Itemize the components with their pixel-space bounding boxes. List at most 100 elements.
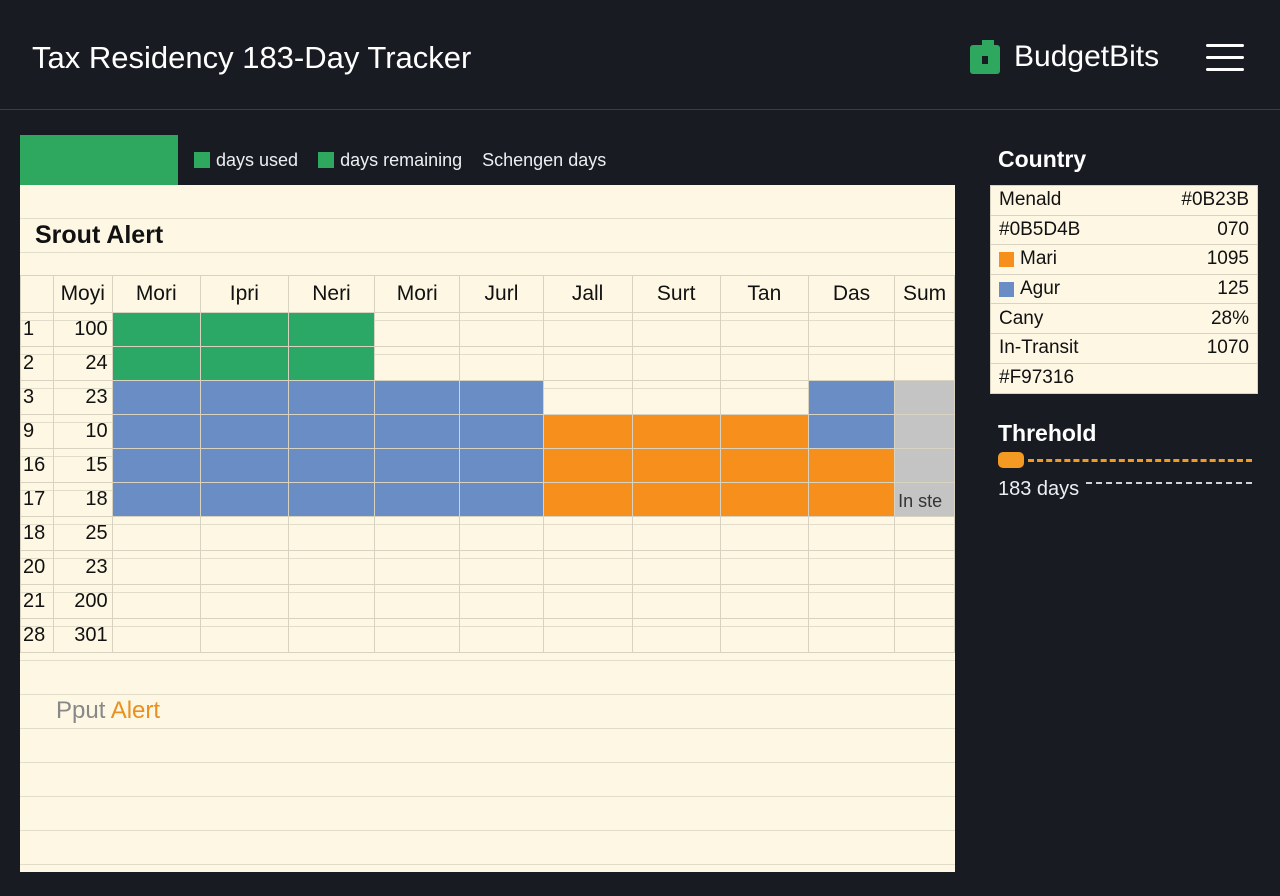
row-value[interactable]: 25 (52, 516, 113, 551)
grid-cell[interactable] (542, 448, 633, 483)
legend-item-days-remaining[interactable]: days remaining (318, 150, 462, 171)
grid-cell[interactable] (287, 414, 376, 449)
grid-cell[interactable] (807, 346, 896, 381)
grid-cell[interactable] (287, 618, 376, 653)
grid-cell[interactable] (807, 414, 896, 449)
grid-cell[interactable] (459, 482, 544, 517)
grid-cell[interactable] (807, 380, 896, 415)
grid-cell[interactable] (287, 584, 376, 619)
grid-cell[interactable] (542, 618, 633, 653)
grid-cell[interactable] (542, 516, 633, 551)
grid-cell[interactable] (374, 312, 461, 347)
country-row[interactable]: In-Transit 1070 (991, 334, 1257, 364)
grid-cell[interactable] (111, 618, 201, 653)
country-row[interactable]: #0B5D4B 070 (991, 216, 1257, 246)
grid-cell[interactable] (199, 380, 289, 415)
grid-cell[interactable] (631, 414, 721, 449)
row-value[interactable]: 10 (52, 414, 113, 449)
grid-cell[interactable] (459, 380, 544, 415)
grid-cell[interactable] (111, 414, 201, 449)
column-header[interactable]: Sum (894, 275, 955, 313)
grid-cell[interactable] (199, 482, 289, 517)
grid-cell[interactable] (719, 414, 809, 449)
grid-cell[interactable] (807, 550, 896, 585)
legend-item-schengen-days[interactable]: Schengen days (482, 150, 606, 171)
grid-cell[interactable] (374, 346, 461, 381)
row-value[interactable]: 100 (52, 312, 113, 347)
grid-cell[interactable] (894, 312, 955, 347)
grid-cell[interactable] (631, 346, 721, 381)
grid-cell[interactable] (199, 618, 289, 653)
threshold-slider-handle[interactable] (998, 452, 1024, 468)
grid-cell[interactable] (894, 380, 955, 415)
grid-cell[interactable] (111, 312, 201, 347)
legend-item-days-used[interactable]: days used (194, 150, 298, 171)
column-header[interactable]: Neri (287, 275, 376, 313)
grid-cell[interactable] (287, 312, 376, 347)
grid-cell[interactable] (542, 482, 633, 517)
grid-cell[interactable] (459, 346, 544, 381)
grid-cell[interactable] (111, 448, 201, 483)
row-value[interactable]: 200 (52, 584, 113, 619)
brand[interactable]: BudgetBits (970, 40, 1159, 74)
grid-cell[interactable] (719, 516, 809, 551)
country-row[interactable]: #F97316 (991, 364, 1257, 394)
grid-cell[interactable] (807, 312, 896, 347)
grid-cell[interactable] (719, 618, 809, 653)
grid-cell[interactable] (374, 482, 461, 517)
column-header[interactable] (20, 275, 54, 313)
grid-cell[interactable] (719, 482, 809, 517)
grid-cell[interactable] (542, 312, 633, 347)
grid-cell[interactable] (807, 516, 896, 551)
column-header[interactable]: Das (807, 275, 896, 313)
grid-cell[interactable] (459, 550, 544, 585)
grid-cell[interactable] (287, 482, 376, 517)
grid-cell[interactable] (542, 584, 633, 619)
column-header[interactable]: Moyi (52, 275, 113, 313)
hamburger-menu-icon[interactable] (1206, 44, 1244, 74)
country-row[interactable]: Agur 125 (991, 275, 1257, 305)
grid-cell[interactable] (287, 448, 376, 483)
grid-cell[interactable] (111, 550, 201, 585)
grid-cell[interactable] (894, 584, 955, 619)
grid-cell[interactable] (631, 516, 721, 551)
grid-cell[interactable] (631, 312, 721, 347)
grid-cell[interactable] (631, 482, 721, 517)
grid-cell[interactable] (287, 550, 376, 585)
grid-cell[interactable] (894, 414, 955, 449)
row-value[interactable]: 23 (52, 550, 113, 585)
grid-cell[interactable] (199, 312, 289, 347)
grid-cell[interactable] (199, 414, 289, 449)
grid-cell[interactable] (374, 380, 461, 415)
grid-cell[interactable] (199, 550, 289, 585)
row-value[interactable]: 23 (52, 380, 113, 415)
row-value[interactable]: 15 (52, 448, 113, 483)
column-header[interactable]: Ipri (199, 275, 289, 313)
grid-cell[interactable] (631, 550, 721, 585)
grid-cell[interactable] (542, 346, 633, 381)
grid-cell[interactable] (374, 584, 461, 619)
grid-cell[interactable] (199, 584, 289, 619)
grid-cell[interactable] (807, 584, 896, 619)
grid-cell[interactable] (287, 346, 376, 381)
row-value[interactable]: 301 (52, 618, 113, 653)
grid-cell[interactable] (374, 618, 461, 653)
grid-cell[interactable] (111, 584, 201, 619)
grid-cell[interactable] (199, 448, 289, 483)
grid-cell[interactable] (807, 482, 896, 517)
row-value[interactable]: 24 (52, 346, 113, 381)
grid-cell[interactable] (631, 584, 721, 619)
grid-cell[interactable] (542, 550, 633, 585)
grid-cell[interactable] (111, 482, 201, 517)
legend-tab[interactable] (20, 135, 178, 185)
country-row[interactable]: Mari 1095 (991, 245, 1257, 275)
grid-cell[interactable] (719, 346, 809, 381)
grid-cell[interactable] (459, 516, 544, 551)
grid-cell[interactable] (894, 516, 955, 551)
column-header[interactable]: Jall (542, 275, 633, 313)
column-header[interactable]: Mori (374, 275, 461, 313)
grid-cell[interactable] (459, 584, 544, 619)
grid-cell[interactable] (719, 550, 809, 585)
grid-cell[interactable] (374, 516, 461, 551)
grid-cell[interactable] (719, 584, 809, 619)
